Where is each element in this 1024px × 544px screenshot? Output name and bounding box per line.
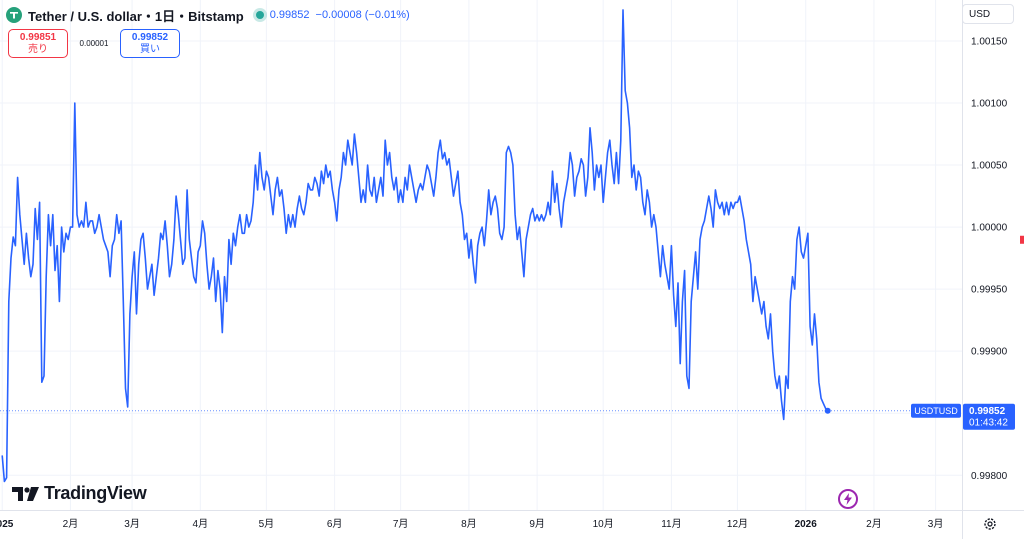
y-tick-label: 1.00150	[971, 36, 1008, 47]
symbol-badge	[911, 403, 961, 418]
buy-label: 買い	[140, 43, 160, 55]
price-badge	[963, 403, 1015, 430]
series-layer	[1, 9, 831, 483]
y-tick-label: 0.99800	[971, 471, 1008, 482]
price-badge-countdown: 01:43:42	[969, 418, 1008, 429]
sell-label: 売り	[28, 43, 48, 55]
x-tick-label: 10月	[593, 518, 614, 530]
spread-value: 0.00001	[79, 39, 109, 48]
y-tick-label: 1.00050	[971, 161, 1008, 172]
y-tick-label: 1.00100	[971, 98, 1008, 109]
symbol-header[interactable]: Tether / U.S. dollar・1日・Bitstamp 0.99852…	[6, 5, 410, 25]
last-price-point	[824, 407, 831, 414]
buy-price: 0.99852	[131, 31, 169, 43]
y-tick-label: 1.00000	[971, 223, 1008, 234]
tradingview-logo[interactable]: TradingView	[12, 483, 147, 504]
tether-icon	[6, 7, 22, 23]
settings-icon[interactable]	[982, 516, 998, 532]
tradingview-wordmark: TradingView	[44, 483, 147, 503]
x-tick-label: 7月	[393, 518, 409, 530]
trade-panel: 0.99851 売り 0.00001 0.99852 買い	[8, 29, 180, 58]
x-tick-label: 4月	[193, 518, 209, 530]
grid	[0, 0, 962, 510]
symbol-title[interactable]: Tether / U.S. dollar・1日・Bitstamp	[28, 8, 244, 24]
x-tick-label: 2026	[795, 519, 818, 530]
x-tick-label: 11月	[661, 518, 681, 530]
price-series-line	[1, 9, 829, 483]
x-tick-label: 9月	[529, 518, 545, 530]
y-tick-label: 0.99900	[971, 347, 1008, 358]
sell-price: 0.99851	[19, 31, 57, 43]
x-tick-label: 8月	[461, 518, 477, 530]
x-tick-label: 3月	[928, 518, 944, 530]
y-tick-label: 0.99950	[971, 285, 1008, 296]
header-price-change: −0.00008 (−0.01%)	[315, 9, 410, 21]
x-tick-label: 2月	[63, 518, 79, 530]
alert-marker	[1020, 235, 1024, 244]
bolt-icon[interactable]	[838, 489, 858, 509]
header-last-price: 0.99852	[269, 9, 310, 21]
currency-selector[interactable]: USD	[962, 4, 1014, 24]
x-tick-label: 2025	[0, 519, 14, 530]
x-tick-label: 5月	[259, 518, 275, 530]
symbol-badge-label: USDTUSD	[914, 406, 958, 416]
x-tick-label: 6月	[327, 518, 343, 530]
price-badge-value: 0.99852	[969, 406, 1006, 417]
x-tick-label: 3月	[124, 518, 140, 530]
sell-button[interactable]: 0.99851 売り	[8, 29, 68, 58]
x-tick-label: 2月	[866, 518, 882, 530]
x-tick-label: 12月	[727, 518, 748, 530]
buy-button[interactable]: 0.99852 買い	[120, 29, 180, 58]
tradingview-icon	[12, 486, 39, 501]
market-status-dot	[255, 11, 264, 19]
